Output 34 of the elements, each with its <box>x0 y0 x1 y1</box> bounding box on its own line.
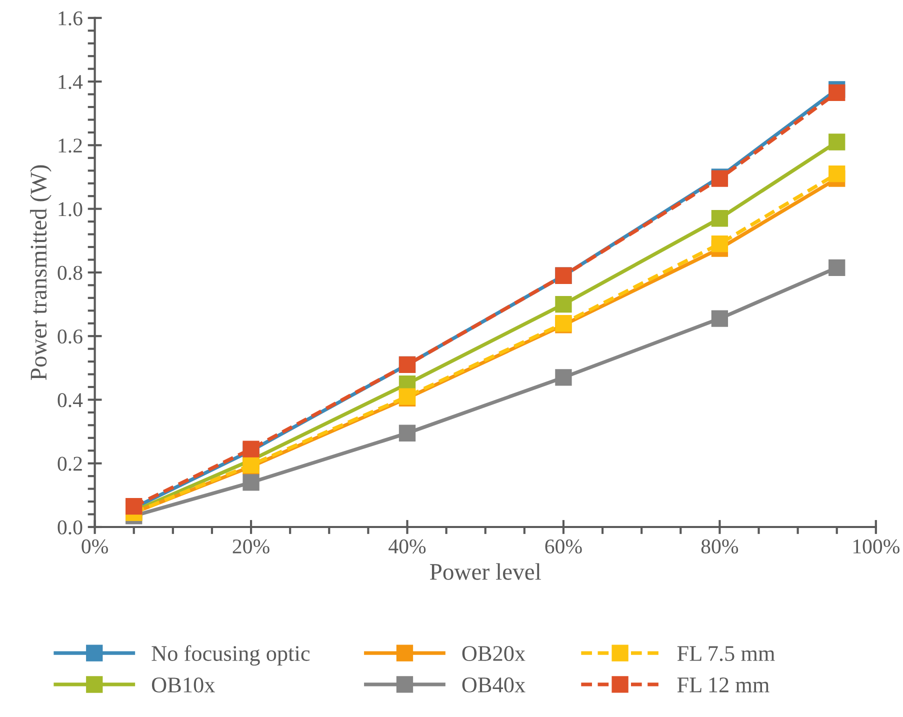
y-tick-label: 0.8 <box>58 266 82 280</box>
legend-label: No focusing optic <box>152 645 310 666</box>
x-axis-title: Power level <box>430 563 541 580</box>
legend-label: FL 12 mm <box>677 677 770 692</box>
point <box>555 369 572 386</box>
y-tick-label: 0.2 <box>58 456 82 471</box>
y-tick-label: 1.4 <box>58 75 83 90</box>
x-tick-label: 20% <box>232 539 270 554</box>
legend-label: OB20x <box>462 646 526 662</box>
legend-label: OB10x <box>152 677 215 692</box>
x-tick-label: 40% <box>388 539 426 554</box>
point <box>711 210 728 227</box>
legend-label: OB40x <box>462 677 526 692</box>
point <box>828 259 846 276</box>
y-tick-label: 1.2 <box>58 138 82 153</box>
point <box>828 165 846 182</box>
y-tick-label: 1.0 <box>58 202 82 216</box>
point <box>828 134 846 150</box>
point <box>398 424 416 442</box>
x-tick-label: 60% <box>545 539 582 554</box>
point <box>555 296 572 313</box>
x-tick-label: 0% <box>82 539 108 554</box>
legend-label: FL 7.5 mm <box>677 646 775 662</box>
y-tick-label: 0.0 <box>58 520 82 535</box>
y-tick-label: 0.6 <box>58 329 82 344</box>
point <box>711 235 728 252</box>
x-tick-label: 100% <box>853 539 900 554</box>
x-tick-label: 80% <box>701 539 738 554</box>
point <box>242 474 260 491</box>
point <box>711 310 728 327</box>
y-axis-title: Power transmitted (W) <box>30 165 52 380</box>
y-tick-label: 0.4 <box>58 393 83 408</box>
point <box>828 84 846 102</box>
y-tick-label: 1.6 <box>58 11 82 26</box>
